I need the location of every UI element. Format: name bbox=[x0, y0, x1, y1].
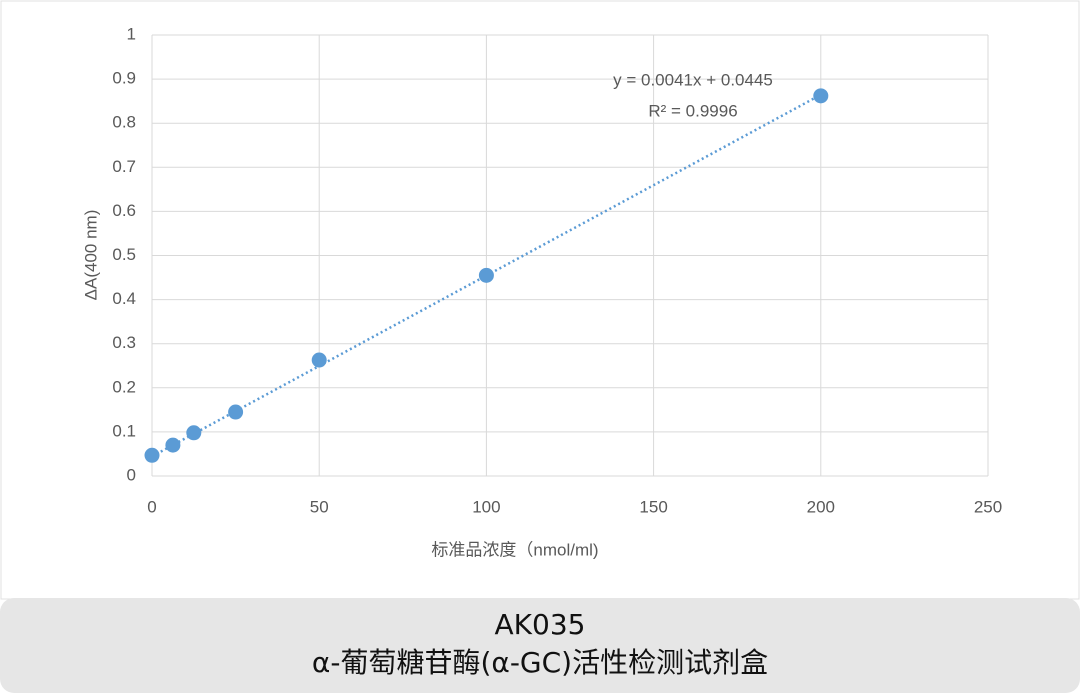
y-axis-label: ΔA(400 nm) bbox=[81, 210, 100, 301]
caption: AK035 α-葡萄糖苷酶(α-GC)活性检测试剂盒 bbox=[0, 598, 1080, 693]
data-point bbox=[228, 404, 244, 420]
caption-title: α-葡萄糖苷酶(α-GC)活性检测试剂盒 bbox=[311, 646, 769, 679]
y-tick-label: 0.3 bbox=[112, 333, 136, 352]
data-point bbox=[813, 88, 829, 104]
y-tick-label: 0.7 bbox=[112, 157, 136, 176]
x-tick-label: 200 bbox=[807, 497, 835, 516]
y-tick-label: 0.9 bbox=[112, 69, 136, 88]
y-tick-label: 1 bbox=[127, 24, 136, 43]
y-tick-label: 0.6 bbox=[112, 201, 136, 220]
data-point bbox=[165, 437, 181, 453]
y-tick-label: 0.8 bbox=[112, 113, 136, 132]
data-point bbox=[144, 447, 160, 463]
data-point bbox=[311, 352, 327, 368]
x-tick-label: 0 bbox=[147, 497, 156, 516]
x-tick-label: 150 bbox=[639, 497, 667, 516]
x-tick-label: 100 bbox=[472, 497, 500, 516]
trendline-r2: R² = 0.9996 bbox=[648, 101, 737, 120]
x-tick-label: 50 bbox=[310, 497, 329, 516]
y-tick-label: 0.5 bbox=[112, 245, 136, 264]
trendline-equation: y = 0.0041x + 0.0445 bbox=[613, 70, 773, 89]
y-tick-label: 0.4 bbox=[112, 289, 136, 308]
y-tick-label: 0 bbox=[127, 465, 136, 484]
y-tick-label: 0.1 bbox=[112, 421, 136, 440]
data-point bbox=[186, 425, 202, 441]
x-axis-label: 标准品浓度（nmol/ml) bbox=[431, 540, 598, 559]
caption-code: AK035 bbox=[494, 608, 586, 641]
y-tick-label: 0.2 bbox=[112, 377, 136, 396]
data-point bbox=[478, 267, 494, 283]
x-tick-label: 250 bbox=[974, 497, 1002, 516]
chart: 标准品浓度（nmol/ml) ΔA(400 nm) 0 0.1 0.2 0.3 0.4 0… bbox=[0, 0, 1080, 600]
